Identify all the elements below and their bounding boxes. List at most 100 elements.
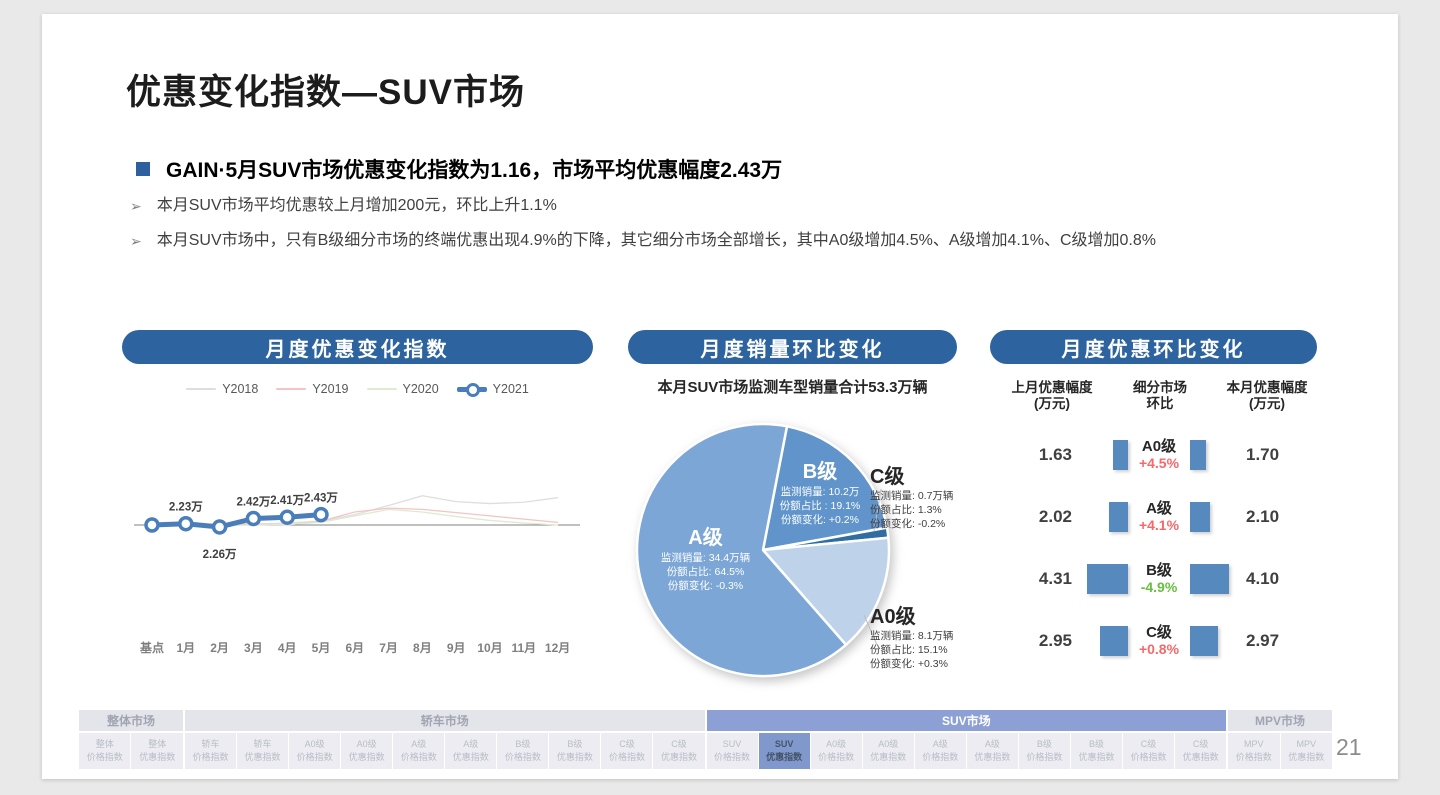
legend-swatch — [366, 388, 397, 390]
pie-slice-name: C级 — [870, 466, 905, 488]
mom-change-value: +4.1% — [1138, 517, 1180, 533]
x-tick-label: 4月 — [278, 641, 297, 655]
line-chart-legend: Y2018 Y2019 Y2020 Y2021 — [122, 382, 593, 397]
last-month-bar — [1108, 502, 1128, 532]
panel-title-sales-change: 月度销量环比变化 — [628, 330, 957, 364]
legend-label: Y2020 — [402, 382, 439, 396]
mom-change-value: +0.8% — [1138, 641, 1180, 657]
data-point-Y2021 — [245, 510, 262, 527]
nav-tab-0-1[interactable]: 整体 优惠指数 — [131, 733, 183, 769]
discount-compare-row-1: 2.02 A级 +4.1% 2.10 — [990, 486, 1328, 548]
pie-slice-name: A级 — [688, 527, 723, 549]
square-bullet-icon — [136, 162, 150, 176]
last-month-bar-zone — [1082, 440, 1128, 470]
nav-tab-0-0[interactable]: 整体 价格指数 — [79, 733, 131, 769]
x-tick-label: 1月 — [176, 641, 195, 655]
last-month-bar — [1112, 440, 1128, 470]
this-month-value: 2.97 — [1246, 631, 1280, 650]
legend-swatch — [186, 388, 217, 390]
nav-tabs-row-1: 轿车 价格指数 轿车 优惠指数 A0级 价格指数 A0级 优惠指数 A级 价格指数 A级 优惠指数 B级… — [184, 733, 705, 769]
bullet-list: ➢ 本月SUV市场平均优惠较上月增加200元，环比上升1.1% ➢ 本月SUV市… — [130, 192, 1342, 262]
this-month-bar — [1190, 502, 1210, 532]
last-month-bar — [1087, 564, 1128, 594]
last-month-value: 2.95 — [1038, 631, 1072, 650]
legend-marker-dot — [465, 383, 480, 397]
x-tick-label: 2月 — [210, 641, 229, 655]
page-number: 21 — [1336, 734, 1362, 760]
bullet-item: ➢ 本月SUV市场中，只有B级细分市场的终端优惠出现4.9%的下降，其它细分市场… — [130, 227, 1342, 255]
nav-tab-1-1[interactable]: 轿车 优惠指数 — [236, 733, 289, 769]
nav-tab-2-0[interactable]: SUV 价格指数 — [706, 733, 758, 769]
nav-group-header-2[interactable]: SUV市场 — [706, 710, 1227, 731]
nav-tabs-row-0: 整体 价格指数 整体 优惠指数 — [79, 733, 183, 769]
leader-line-c — [873, 488, 882, 532]
nav-group-0: 整体市场 整体 价格指数 整体 优惠指数 — [79, 710, 183, 769]
data-point-Y2021 — [279, 509, 295, 525]
nav-group-header-3[interactable]: MPV市场 — [1228, 710, 1332, 731]
pie-slice-stat: 份额变化: +0.3% — [870, 658, 948, 670]
nav-tab-2-9[interactable]: C级 优惠指数 — [1175, 733, 1227, 769]
data-point-Y2021 — [211, 519, 228, 535]
pie-slice-stat: 份额占比: 64.5% — [666, 566, 745, 578]
nav-tab-1-3[interactable]: A0级 优惠指数 — [341, 733, 393, 769]
bullet-text: 本月SUV市场平均优惠较上月增加200元，环比上升1.1% — [156, 197, 557, 214]
nav-tab-2-3[interactable]: A0级 优惠指数 — [862, 733, 914, 769]
last-month-value: 2.02 — [1038, 507, 1072, 526]
nav-tab-1-2[interactable]: A0级 价格指数 — [289, 733, 341, 769]
this-month-value: 4.10 — [1246, 569, 1280, 588]
nav-tab-1-6[interactable]: B级 价格指数 — [497, 733, 549, 769]
segment-name: A0级 — [1141, 438, 1177, 455]
nav-tab-2-5[interactable]: A级 优惠指数 — [966, 733, 1018, 769]
nav-tab-3-1[interactable]: MPV 优惠指数 — [1280, 733, 1333, 769]
pie-slice-stat: 监测销量: 10.2万 — [780, 486, 860, 498]
nav-tab-1-5[interactable]: A级 优惠指数 — [445, 733, 497, 769]
mom-change-value: +4.5% — [1138, 455, 1180, 471]
data-label: 2.43万 — [304, 492, 338, 505]
nav-tab-3-0[interactable]: MPV 价格指数 — [1228, 733, 1280, 769]
last-month-bar-zone — [1082, 502, 1128, 532]
segment-label: A级 +4.1% — [1128, 500, 1190, 534]
nav-tab-2-1[interactable]: SUV 优惠指数 — [758, 733, 810, 769]
nav-group-header-0[interactable]: 整体市场 — [79, 710, 183, 731]
nav-tab-1-7[interactable]: B级 优惠指数 — [549, 733, 601, 769]
data-point-Y2021 — [178, 515, 194, 532]
nav-group-header-1[interactable]: 轿车市场 — [184, 710, 705, 731]
x-tick-label: 10月 — [477, 641, 502, 655]
segment-name: B级 — [1146, 562, 1172, 579]
nav-tab-1-4[interactable]: A级 价格指数 — [393, 733, 445, 769]
nav-tab-1-9[interactable]: C级 优惠指数 — [653, 733, 705, 769]
legend-item-Y2021: Y2021 — [456, 382, 529, 397]
x-tick-label: 9月 — [447, 641, 466, 655]
pie-chart-area: A级 监测销量: 34.4万辆 份额占比: 64.5% 份额变化: -0.3% B级监… — [628, 415, 968, 700]
nav-tab-2-8[interactable]: C级 价格指数 — [1123, 733, 1175, 769]
data-point-Y2021 — [313, 506, 329, 523]
nav-tab-2-4[interactable]: A级 价格指数 — [914, 733, 966, 769]
nav-tab-2-2[interactable]: A0级 价格指数 — [810, 733, 862, 769]
this-month-bar-zone — [1190, 440, 1236, 470]
x-tick-label: 12月 — [545, 641, 570, 655]
bottom-market-nav: 整体市场 整体 价格指数 整体 优惠指数 轿车市场 轿车 价格指数 轿车 优惠指数 A0级 价格指数 A… — [79, 710, 1333, 769]
x-tick-label: 8月 — [413, 641, 432, 655]
nav-tab-2-6[interactable]: B级 价格指数 — [1018, 733, 1070, 769]
bullet-item: ➢ 本月SUV市场平均优惠较上月增加200元，环比上升1.1% — [130, 192, 1342, 220]
compare-column-headers: 上月优惠幅度 (万元) 细分市场 环比 本月优惠幅度 (万元) — [990, 380, 1328, 412]
x-tick-label: 6月 — [345, 641, 364, 655]
segment-label: A0级 +4.5% — [1128, 438, 1190, 472]
legend-item-Y2018: Y2018 — [186, 382, 258, 396]
panel-discount-index: 月度优惠变化指数 Y2018 Y2019 Y2020 Y2021 2.23万 2.26万… — [122, 330, 593, 700]
x-tick-label: 7月 — [379, 641, 398, 655]
pie-slice-stat: 份额占比: 1.3% — [870, 504, 942, 516]
legend-label: Y2021 — [492, 382, 529, 396]
data-label: 2.41万 — [270, 494, 304, 507]
nav-tab-1-8[interactable]: C级 价格指数 — [601, 733, 653, 769]
this-month-bar — [1190, 564, 1229, 594]
pie-slice-name: B级 — [802, 461, 838, 483]
legend-swatch — [456, 383, 487, 397]
nav-tabs-row-2: SUV 价格指数 SUV 优惠指数 A0级 价格指数 A0级 优惠指数 A级 价格指数 A级 优惠指数… — [706, 733, 1227, 769]
pie-slice-stat: 份额变化: +0.2% — [781, 514, 859, 526]
nav-tab-2-7[interactable]: B级 优惠指数 — [1070, 733, 1122, 769]
x-tick-label: 5月 — [312, 641, 331, 655]
data-point-Y2021 — [144, 517, 160, 533]
nav-tab-1-0[interactable]: 轿车 价格指数 — [184, 733, 236, 769]
